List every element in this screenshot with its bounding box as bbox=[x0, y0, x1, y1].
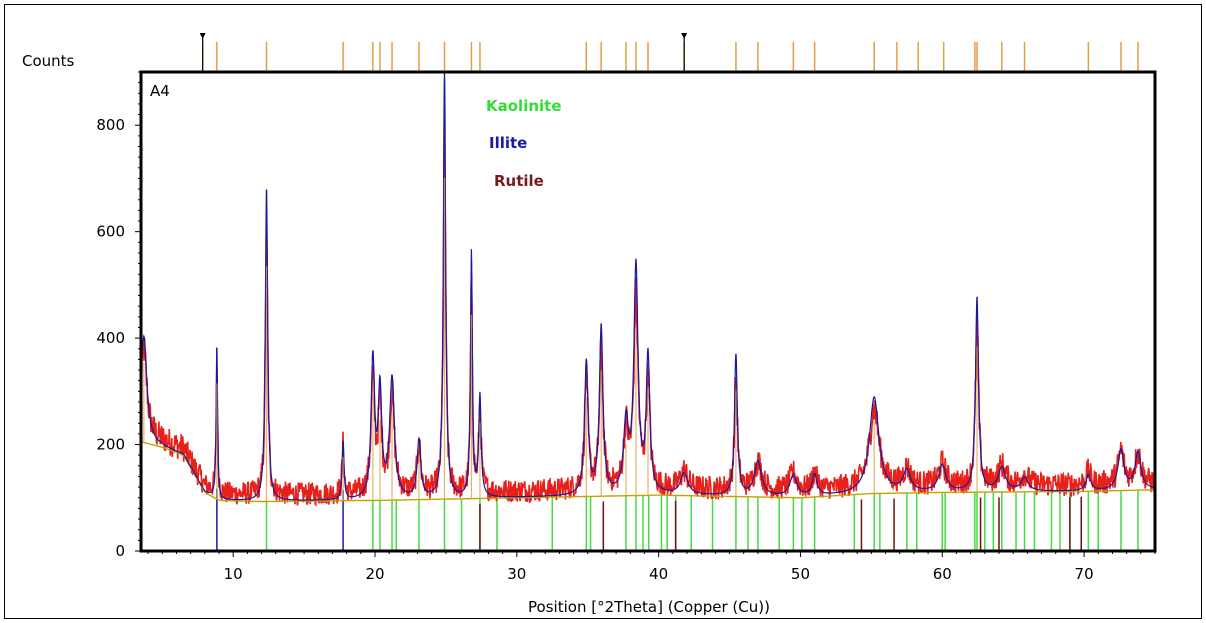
legend: Kaolinite Illite Rutile bbox=[486, 97, 562, 190]
background-series-line bbox=[140, 441, 1154, 503]
x-tick-label: 10 bbox=[224, 565, 243, 583]
observed-series-line bbox=[140, 125, 1156, 508]
chart-frame bbox=[4, 4, 1202, 619]
y-axis-title: Counts bbox=[22, 52, 75, 70]
legend-item-rutile: Rutile bbox=[494, 172, 544, 190]
y-tick-label: 800 bbox=[96, 116, 125, 134]
axes: 10 20 30 40 50 60 70 0 200 400 600 800 bbox=[96, 71, 1156, 583]
y-tick-label: 600 bbox=[96, 223, 125, 241]
series-layer bbox=[140, 71, 1156, 508]
x-tick-label: 30 bbox=[507, 565, 526, 583]
x-tick-label: 40 bbox=[649, 565, 668, 583]
reference-peak-ticks bbox=[199, 33, 1139, 72]
top-marker-0 bbox=[199, 33, 206, 39]
y-tick-label: 400 bbox=[96, 329, 125, 347]
x-tick-label: 20 bbox=[365, 565, 384, 583]
x-tick-label: 70 bbox=[1075, 565, 1094, 583]
sample-label: A4 bbox=[150, 82, 170, 100]
top-marker-1 bbox=[681, 33, 688, 39]
y-tick-label: 200 bbox=[96, 436, 125, 454]
phase-reference-lines bbox=[216, 488, 1139, 551]
x-tick-label: 60 bbox=[933, 565, 952, 583]
x-tick-label: 50 bbox=[791, 565, 810, 583]
x-axis-title: Position [°2Theta] (Copper (Cu)) bbox=[528, 598, 770, 616]
y-tick-label: 0 bbox=[115, 542, 125, 560]
calculated-series-line bbox=[140, 71, 1155, 501]
legend-item-kaolinite: Kaolinite bbox=[486, 97, 562, 115]
plot-border bbox=[139, 70, 1157, 553]
legend-item-illite: Illite bbox=[489, 134, 527, 152]
